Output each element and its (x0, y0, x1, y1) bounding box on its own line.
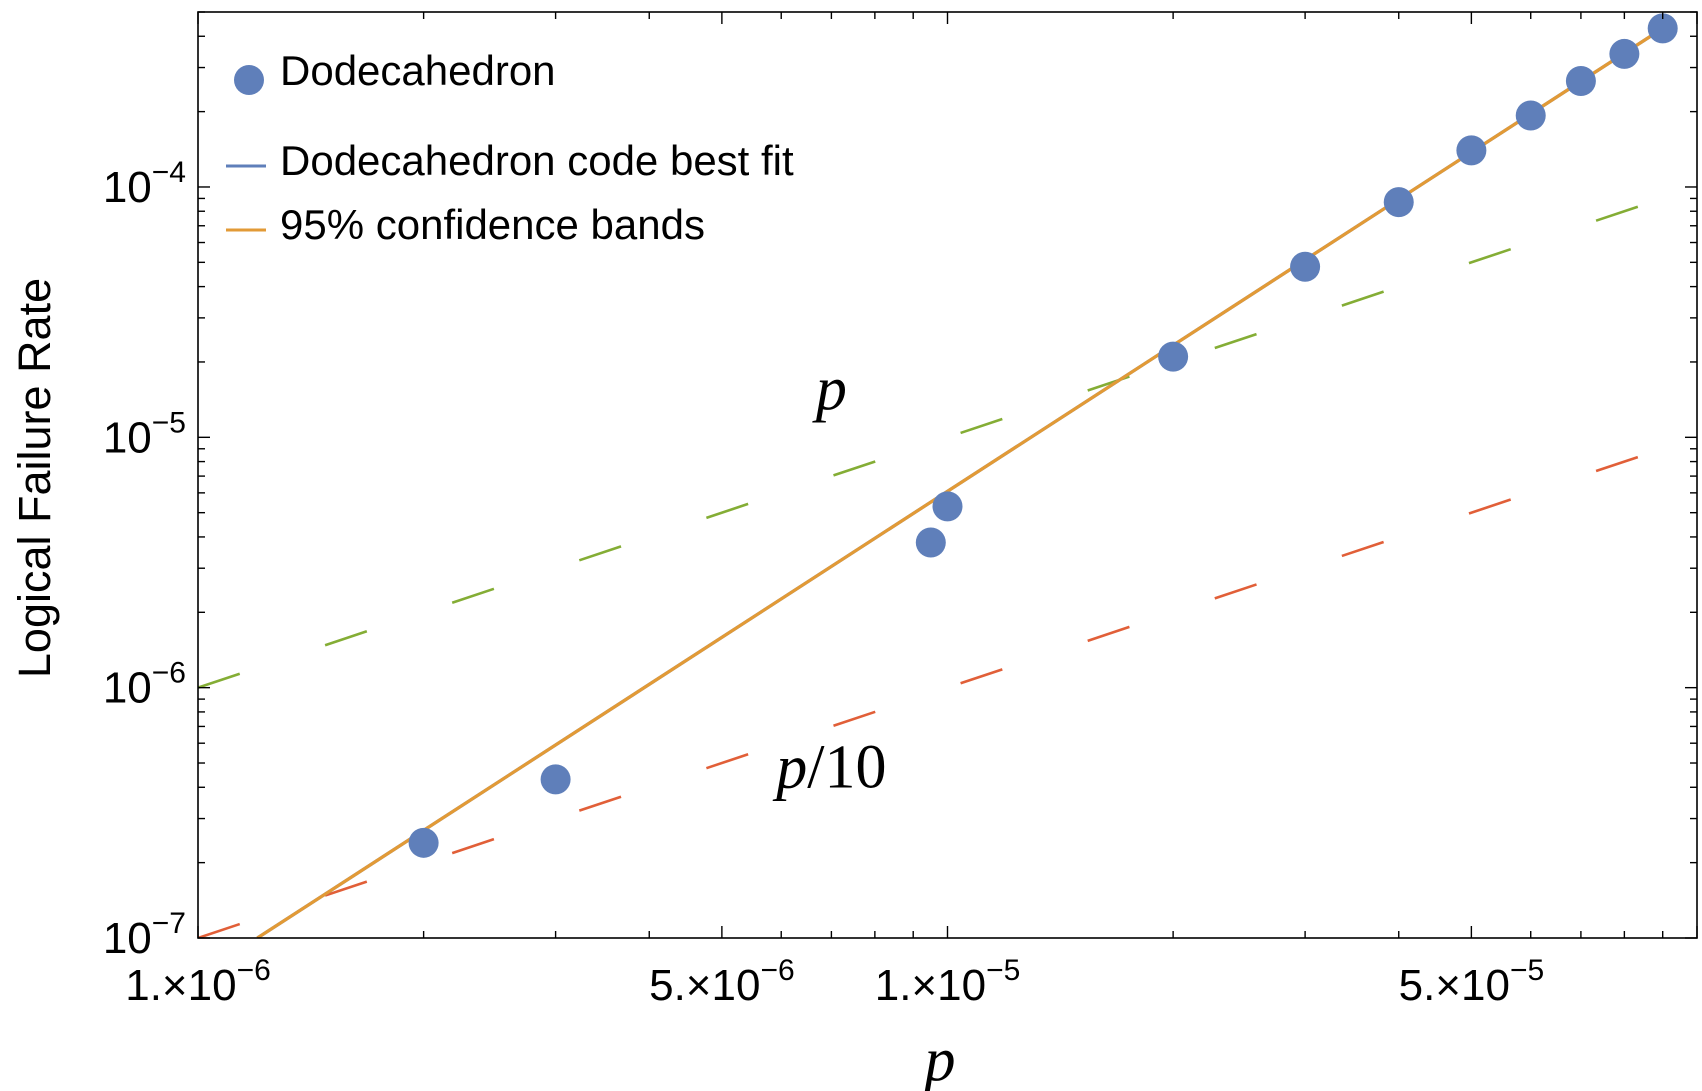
x-axis-label: p (921, 1026, 956, 1091)
data-point (1456, 135, 1487, 166)
data-point (408, 827, 439, 858)
x-tick-exponent: −5 (986, 954, 1020, 987)
y-tick-base: 10 (103, 664, 152, 713)
x-tick-label: 5.×10−5 (1399, 954, 1545, 1010)
y-tick-base: 10 (103, 413, 152, 462)
data-point (1515, 100, 1546, 131)
data-point (1383, 187, 1414, 218)
y-tick-label: 10−4 (103, 156, 186, 212)
x-tick-times: ×10 (686, 961, 761, 1010)
x-tick-mantissa: 1. (125, 961, 162, 1010)
x-tick-times: ×10 (911, 961, 986, 1010)
data-point (1565, 66, 1596, 97)
data-point (1647, 13, 1678, 44)
y-tick-exponent: −7 (152, 907, 186, 940)
x-tick-label: 5.×10−6 (649, 954, 795, 1010)
x-tick-times: ×10 (162, 961, 237, 1010)
x-tick-times: ×10 (1435, 961, 1510, 1010)
y-tick-base: 10 (103, 914, 152, 963)
y-tick-exponent: −5 (152, 406, 186, 439)
data-point (1158, 341, 1189, 372)
data-point (1290, 251, 1321, 282)
y-tick-label: 10−7 (103, 907, 186, 963)
x-tick-mantissa: 5. (1399, 961, 1436, 1010)
annotation-p: p (812, 355, 847, 423)
data-point (1609, 38, 1640, 69)
y-tick-exponent: −6 (152, 657, 186, 690)
reference-lines-layer (198, 197, 1664, 938)
data-point (540, 764, 571, 795)
y-tick-exponent: −4 (152, 156, 186, 189)
x-tick-exponent: −6 (760, 954, 794, 987)
y-tick-label: 10−5 (103, 406, 186, 462)
annotation-p-over-10: p/10 (772, 733, 886, 801)
confidence-band-line (256, 27, 1664, 938)
data-points-layer (408, 13, 1678, 858)
x-tick-mantissa: 1. (875, 961, 912, 1010)
y-tick-label: 10−6 (103, 657, 186, 713)
reference-line-p-over-10 (198, 447, 1664, 938)
fit-lines-layer (256, 27, 1664, 938)
axis-labels: p Logical Failure Rate (9, 278, 956, 1091)
data-point (932, 491, 963, 522)
x-tick-mantissa: 5. (649, 961, 686, 1010)
x-tick-label: 1.×10−5 (875, 954, 1021, 1010)
tick-labels: 1.×10−6 5.×10−6 1.×10−5 5.×10−510−710−610−5… (103, 156, 1544, 1010)
y-tick-base: 10 (103, 163, 152, 212)
annotations: pp/10 (772, 355, 886, 801)
axis-ticks (197, 11, 1698, 939)
data-point (915, 527, 946, 558)
y-axis-label: Logical Failure Rate (9, 278, 60, 678)
x-tick-exponent: −5 (1510, 954, 1544, 987)
legend: Dodecahedron Dodecahedron code best fit 95… (226, 47, 794, 248)
legend-point-symbol (234, 65, 264, 95)
annotation-divisor: /10 (807, 733, 886, 801)
annotation-variable: p (772, 733, 807, 801)
legend-label: Dodecahedron (280, 47, 556, 94)
x-tick-label: 1.×10−6 (125, 954, 271, 1010)
legend-label: Dodecahedron code best fit (280, 137, 794, 184)
legend-label: 95% confidence bands (280, 201, 705, 248)
reference-line-p (198, 197, 1664, 689)
x-tick-exponent: −6 (237, 954, 271, 987)
